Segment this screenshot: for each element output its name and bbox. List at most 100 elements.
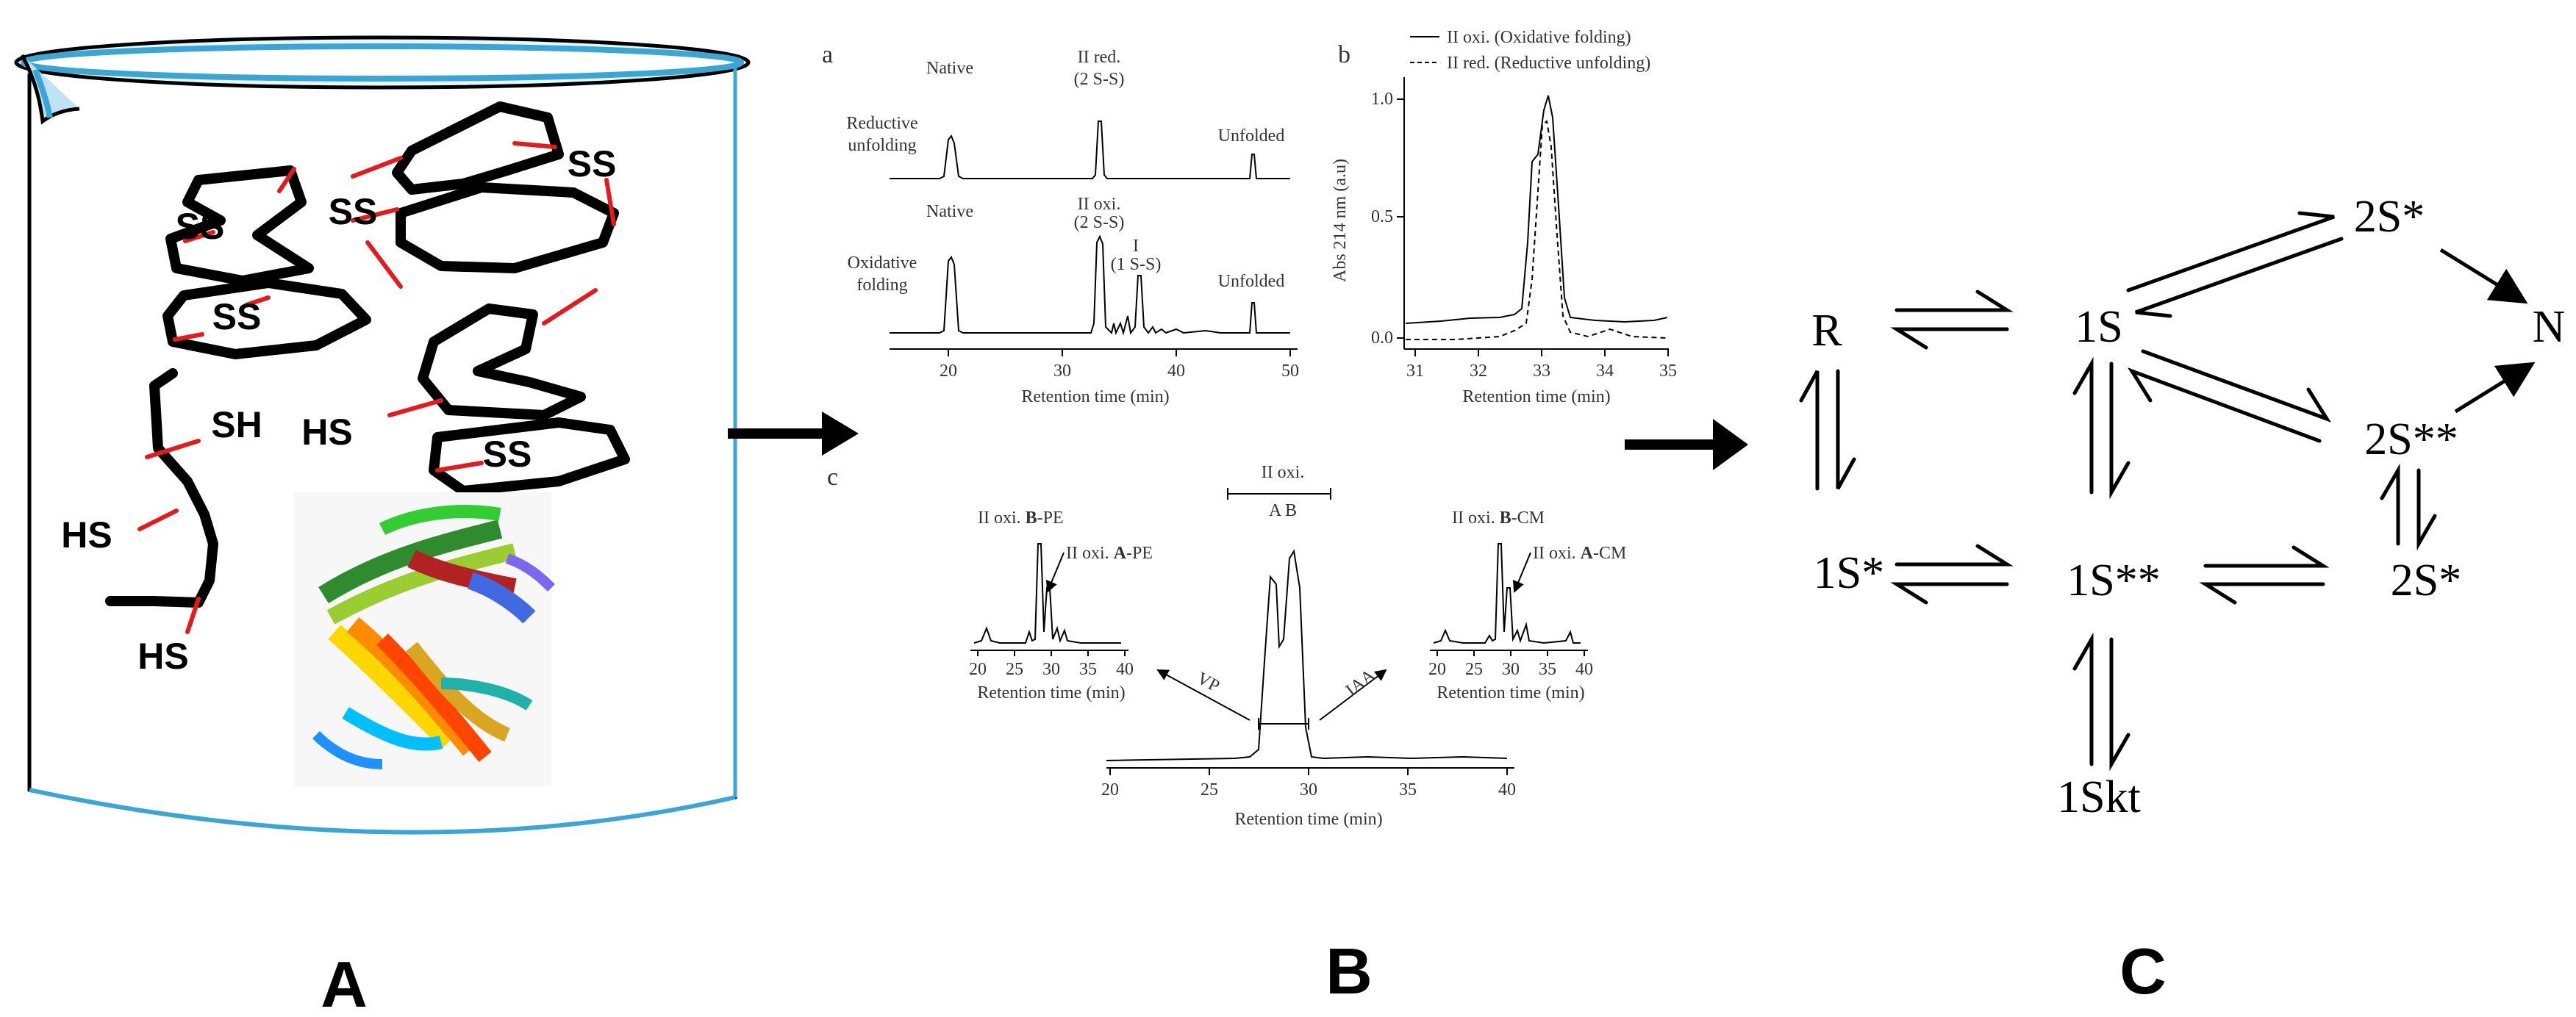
left-x-label: Retention time (min)	[977, 683, 1125, 702]
eq-1s2star-1skt	[2072, 632, 2130, 772]
iaa-label: IAA	[1342, 666, 1379, 700]
beaker-bottom-rim	[29, 788, 736, 835]
chromatogram-c: c II oxi. A B II oxi. B-PE II oxi. A-PE …	[827, 463, 1626, 829]
a-x-label: Retention time (min)	[1021, 387, 1169, 406]
folding-scheme: R 1S 2S* N 2S** 1S* 1S** 2S* 1Skt	[1811, 192, 2565, 822]
left-tick-20: 20	[969, 660, 987, 679]
node-2s-low: 2S*	[2391, 556, 2461, 605]
right-tick-35: 35	[1539, 660, 1556, 679]
trace-oxidative	[890, 234, 1290, 336]
arrow-a-to-b	[728, 412, 859, 456]
main-tick-40: 40	[1498, 780, 1516, 799]
legend-solid: II oxi. (Oxidative folding)	[1447, 28, 1631, 47]
hs-label-3: HS	[137, 636, 188, 677]
right-tick-30: 30	[1502, 660, 1520, 679]
main-tick-35: 35	[1399, 780, 1417, 799]
left-inset-title: II oxi. B-PE	[978, 508, 1064, 528]
node-1s-2star: 1S**	[2067, 556, 2160, 605]
disulfide-bond-lines	[137, 141, 616, 634]
protein-ribbon-structure	[294, 492, 555, 786]
eq-1s-1s2star	[2072, 356, 2130, 500]
left-inset-sub: II oxi. A-PE	[1066, 544, 1153, 563]
b-x-tick-34: 34	[1596, 362, 1614, 381]
peak-native-1: Native	[926, 59, 973, 78]
eq-r-1sstar	[1799, 369, 1856, 491]
left-tick-40: 40	[1116, 660, 1134, 679]
protein-domain-6	[429, 417, 630, 496]
trace-ii-red	[1406, 120, 1668, 340]
trace-ii-oxi	[1405, 95, 1668, 324]
right-tick-40: 40	[1575, 660, 1593, 679]
sh-label: SH	[211, 404, 262, 445]
chromatogram-a: a Reductive unfolding Native II red. (2 …	[822, 41, 1299, 406]
peak-i-ss: (1 S-S)	[1111, 255, 1162, 274]
left-tick-30: 30	[1042, 660, 1060, 679]
ss-label-5: SS	[483, 434, 532, 475]
ss-label-3: SS	[329, 191, 378, 232]
eq-1s-2stop	[2126, 211, 2344, 318]
chromatogram-b: b II oxi. (Oxidative folding) II red. (R…	[1331, 28, 1677, 406]
right-x-label: Retention time (min)	[1437, 683, 1584, 702]
trace-left-inset	[973, 543, 1121, 644]
legend-dashed: II red. (Reductive unfolding)	[1447, 54, 1650, 73]
b-x-tick-31: 31	[1406, 362, 1424, 381]
peak-iired-ss: (2 S-S)	[1074, 70, 1125, 89]
reductive-label-2: unfolding	[848, 136, 916, 155]
arrow-2smid-n	[2454, 362, 2536, 414]
panel-label-b: B	[1325, 935, 1373, 1007]
center-peaks-ab: A B	[1269, 501, 1297, 520]
left-tick-35: 35	[1079, 660, 1097, 679]
main-x-label: Retention time (min)	[1234, 810, 1382, 829]
trace-main-c	[1106, 549, 1508, 761]
eq-1s2star-2slow	[2199, 545, 2330, 605]
protein-domain-3	[392, 101, 564, 195]
b-y-label: Abs 214 nm (a.u)	[1331, 159, 1350, 282]
panel-label-a: A	[321, 948, 368, 1017]
eq-1s-2smid	[2127, 349, 2331, 443]
b-y-tick-1: 1.0	[1371, 90, 1393, 109]
oxidative-label-1: Oxidative	[848, 254, 917, 273]
center-label: II oxi.	[1262, 463, 1305, 482]
protein-domain-1	[165, 165, 314, 286]
a-tick-30: 30	[1053, 362, 1071, 381]
left-tick-25: 25	[1006, 660, 1023, 679]
oxidative-label-2: folding	[856, 276, 907, 295]
peak-iired: II red.	[1078, 48, 1121, 67]
protein-domain-2	[162, 278, 371, 359]
node-n: N	[2533, 302, 2566, 352]
panel-c-letter: c	[827, 464, 838, 491]
main-tick-25: 25	[1201, 780, 1218, 799]
node-2s-top: 2S*	[2354, 192, 2425, 242]
right-inset-title: II oxi. B-CM	[1452, 508, 1545, 528]
peak-iioxi: II oxi.	[1078, 195, 1121, 214]
ss-label-4: SS	[568, 143, 617, 184]
arrow-2stop-n	[2439, 248, 2528, 304]
b-x-tick-35: 35	[1659, 362, 1677, 381]
unfolded-chain	[105, 368, 218, 608]
peak-iioxi-ss: (2 S-S)	[1074, 213, 1125, 232]
node-r: R	[1811, 306, 1842, 356]
main-tick-20: 20	[1101, 780, 1119, 799]
b-y-tick-05: 0.5	[1371, 207, 1393, 226]
a-tick-40: 40	[1167, 362, 1185, 381]
reductive-label-1: Reductive	[846, 114, 917, 133]
ss-label-2: SS	[212, 296, 262, 337]
ss-label-1: SS	[176, 206, 225, 247]
right-tick-20: 20	[1428, 660, 1446, 679]
protein-outlines	[105, 101, 630, 608]
main-tick-30: 30	[1300, 780, 1317, 799]
panel-label-c: C	[2119, 935, 2167, 1007]
panel-a-letter: a	[822, 41, 833, 68]
a-tick-50: 50	[1281, 362, 1299, 381]
right-inset-sub: II oxi. A-CM	[1533, 544, 1626, 563]
node-1s: 1S	[2075, 302, 2122, 352]
arrow-b-to-c	[1625, 419, 1748, 470]
right-tick-25: 25	[1465, 660, 1483, 679]
b-x-label: Retention time (min)	[1462, 387, 1610, 406]
node-2s-mid: 2S**	[2364, 414, 2458, 464]
node-1skt: 1Skt	[2057, 772, 2141, 822]
irreversible-arrows	[2439, 248, 2536, 414]
peak-unfolded-2: Unfolded	[1218, 272, 1285, 291]
node-1s-star: 1S*	[1814, 548, 1884, 598]
eq-1sstar-1s2star	[1890, 544, 2014, 605]
